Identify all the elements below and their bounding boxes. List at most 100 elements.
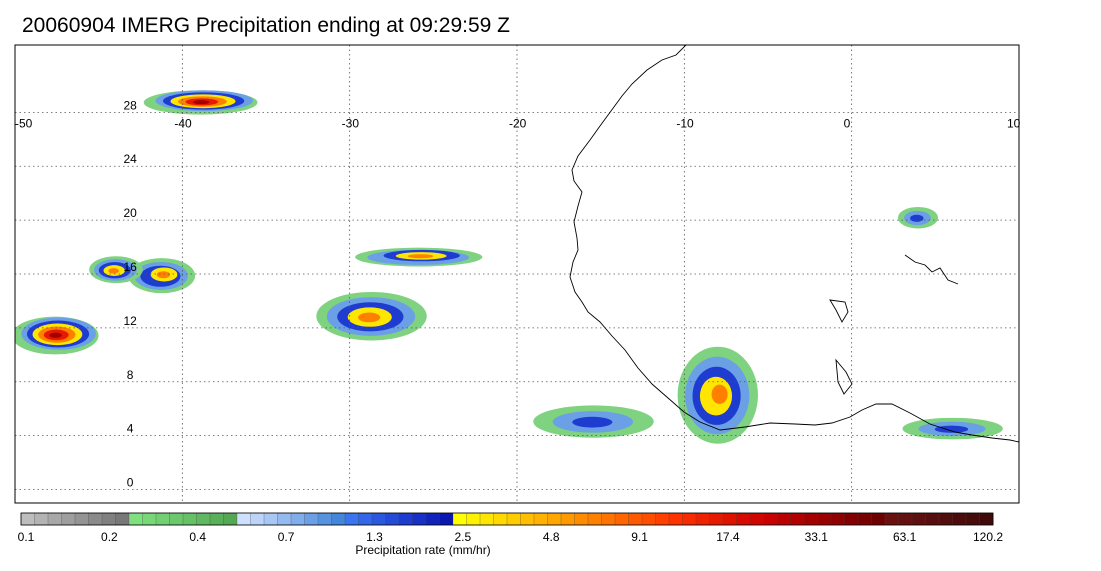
colorbar-swatch [479,512,494,526]
colorbar-swatch [209,512,224,526]
colorbar-swatch [142,512,157,526]
colorbar-swatch [817,512,832,526]
colorbar-tick-label: 0.4 [189,530,206,544]
precip-contour [910,214,924,222]
precip-system-storm-cluster-30w-13n [316,291,427,341]
colorbar-swatch [979,512,994,526]
colorbar-swatch [803,512,818,526]
inland-water-2 [835,358,853,395]
precip-system-storm-complex-8w-7n [677,346,758,444]
precip-contour [711,384,728,405]
colorbar-swatch [358,512,373,526]
latitude-label: 28 [123,98,137,112]
colorbar-swatch [344,512,359,526]
map-frame [14,44,1020,504]
latitude-label: 0 [127,476,134,490]
colorbar-swatch [88,512,103,526]
colorbar-swatch [250,512,265,526]
colorbar-swatch [236,512,251,526]
colorbar-swatch [34,512,49,526]
graticule [15,45,1019,503]
colorbar-swatch [560,512,575,526]
colorbar-swatch [709,512,724,526]
colorbar-swatch [898,512,913,526]
colorbar-swatch [47,512,62,526]
colorbar-swatch [439,512,454,526]
colorbar-swatch [155,512,170,526]
colorbar-tick-label: 1.3 [366,530,383,544]
latitude-label: 20 [123,206,137,220]
colorbar-tick-label: 4.8 [543,530,560,544]
longitude-label: -10 [676,116,694,130]
colorbar-swatch [506,512,521,526]
inland-water-1 [829,299,849,323]
colorbar-swatch [182,512,197,526]
colorbar-swatch [628,512,643,526]
longitude-label: 10 [1007,116,1021,130]
precip-system-storm-cell-5e-20n [897,206,939,229]
latitude-label: 4 [127,422,134,436]
colorbar-swatch [101,512,116,526]
precip-system-storm-cluster-43w-17n [89,256,143,284]
colorbar-tick-label: 2.5 [454,530,471,544]
colorbar-swatch [466,512,481,526]
colorbar-swatch [749,512,764,526]
latitude-label: 12 [123,314,137,328]
colorbar-swatch [223,512,238,526]
colorbar-swatch [965,512,980,526]
colorbar-swatch [614,512,629,526]
colorbar-swatch [830,512,845,526]
colorbar-swatch [371,512,386,526]
precip-system-storm-cluster-15w-5n [533,405,654,438]
latitude-label: 8 [127,368,134,382]
colorbar-swatch [695,512,710,526]
colorbar-swatch [547,512,562,526]
colorbar-swatch [398,512,413,526]
colorbar-swatch [277,512,292,526]
colorbar-swatch [533,512,548,526]
colorbar-swatch [520,512,535,526]
coastline [569,45,1019,443]
colorbar-swatch [655,512,670,526]
colorbar-tick-label: 0.7 [278,530,295,544]
longitude-label: -40 [174,116,192,130]
precip-contour [156,271,171,279]
colorbar-label: Precipitation rate (mm/hr) [355,543,490,557]
colorbar-swatch [601,512,616,526]
precip-contour [572,416,613,428]
precip-contour [108,268,119,274]
west-africa-coastline [569,45,1019,443]
colorbar-swatch [128,512,143,526]
colorbar-swatch [857,512,872,526]
colorbar-tick-label: 9.1 [631,530,648,544]
colorbar-swatch [925,512,940,526]
latitude-label: 16 [123,260,137,274]
precip-system-storm-band-26w-17n [355,247,483,267]
colorbar-swatch [574,512,589,526]
colorbar-tick-label: 63.1 [893,530,917,544]
colorbar-swatch [385,512,400,526]
colorbar-swatch [263,512,278,526]
precip-system-storm-cluster-38w-29n [143,90,258,115]
precip-contour [49,332,62,338]
precip-system-storm-cluster-41w-16n [128,258,196,294]
precip-contour [407,254,434,259]
colorbar-swatch [304,512,319,526]
precip-contour [358,312,381,323]
colorbar-swatch [884,512,899,526]
colorbar-swatch [938,512,953,526]
colorbar-tick-label: 120.2 [973,530,1003,544]
colorbar-frame [20,512,994,526]
graticule-labels: -50 -40 -30 -20 -10 0 10 0 4 8 12 16 20 24 28 [15,98,1021,489]
colorbar-swatch [74,512,89,526]
precip-system-storm-cluster-west-12n [15,316,99,355]
colorbar-tick-label: 33.1 [805,530,829,544]
colorbar-swatch [412,512,427,526]
colorbar-tick-label: 0.1 [18,530,35,544]
precip-contour [934,425,969,433]
colorbar-swatch [331,512,346,526]
colorbar-legend: 0.1 0.2 0.4 0.7 1.3 2.5 4.8 9.1 17.4 33.1 63.1 120.… [18,512,1003,544]
colorbar-swatch [290,512,305,526]
colorbar-swatch [425,512,440,526]
colorbar-swatch [844,512,859,526]
